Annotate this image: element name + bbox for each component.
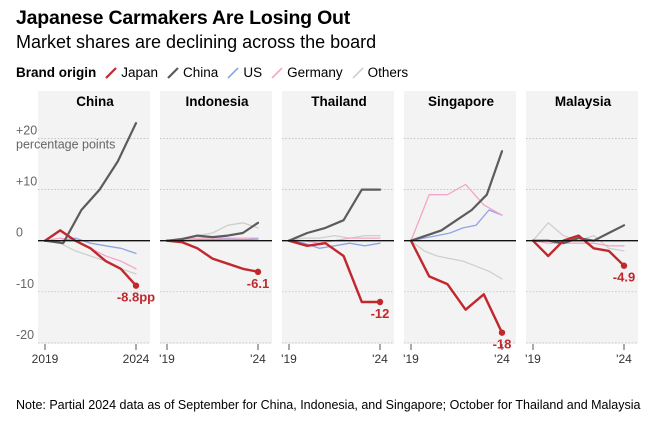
japan-end-label: -18 xyxy=(493,337,512,352)
x-tick-label: 2024 xyxy=(123,352,150,366)
legend-label-us: US xyxy=(243,65,263,80)
panel-thailand: Thailand '19 '24 -12 xyxy=(281,91,394,366)
series-line-others xyxy=(288,234,381,242)
legend-swatch-china xyxy=(167,66,179,79)
series-line-us xyxy=(410,209,503,242)
chart-title: Japanese Carmakers Are Losing Out xyxy=(16,7,351,29)
series-line-others xyxy=(410,240,503,280)
japan-end-point xyxy=(132,282,140,289)
x-tick-label: '24 xyxy=(616,352,632,366)
panel-indonesia: Indonesia '19 '24 -6.1 xyxy=(159,91,272,366)
legend-label-japan: Japan xyxy=(121,65,159,80)
y-tick-label: +10 xyxy=(16,175,37,189)
legend-label-china: China xyxy=(183,65,219,80)
japan-end-label: -12 xyxy=(371,306,390,321)
small-multiples-chart: China 2019 2024 -8.8pp Indonesia '19 '24 -6.1 Th… xyxy=(16,91,638,366)
japan-end-label: -4.9 xyxy=(613,270,635,285)
x-tick-label: '19 xyxy=(403,352,419,366)
x-tick-label: '19 xyxy=(525,352,541,366)
legend-item-germany: Germany xyxy=(270,65,343,80)
series-line-germany xyxy=(410,183,503,242)
panel-background xyxy=(526,91,638,344)
legend-swatch-us xyxy=(227,66,239,79)
panel-background xyxy=(160,91,272,344)
x-tick-label: '19 xyxy=(159,352,175,366)
legend: Brand origin Japan China US Germany Othe… xyxy=(16,65,416,80)
legend-item-others: Others xyxy=(351,65,409,80)
x-tick-label: '24 xyxy=(494,352,510,366)
legend-item-us: US xyxy=(226,65,262,80)
series-line-china xyxy=(43,121,138,245)
series-line-china xyxy=(165,221,260,242)
panel-malaysia: Malaysia '19 '24 -4.9 xyxy=(525,91,638,366)
x-tick-label: '24 xyxy=(372,352,388,366)
x-tick-label: '24 xyxy=(250,352,266,366)
japan-end-label: -6.1 xyxy=(247,276,269,291)
legend-swatch-others xyxy=(352,66,364,79)
japan-end-point xyxy=(254,268,262,276)
series-line-japan xyxy=(43,229,138,287)
y-tick-label: +20 xyxy=(16,123,37,137)
series-line-us xyxy=(288,240,381,249)
y-tick-label: -20 xyxy=(16,328,34,342)
series-line-germany xyxy=(532,240,625,247)
panel-china: China 2019 2024 -8.8pp xyxy=(32,91,155,366)
y-tick-label: -10 xyxy=(16,277,34,291)
legend-item-china: China xyxy=(166,65,218,80)
legend-heading: Brand origin xyxy=(16,65,97,80)
legend-swatch-germany xyxy=(271,66,283,79)
series-line-japan xyxy=(409,239,504,334)
japan-end-point xyxy=(498,329,506,336)
y-unit-label: percentage points xyxy=(16,137,115,151)
series-line-japan xyxy=(165,239,260,274)
series-line-japan xyxy=(287,239,382,304)
panel-title-malaysia: Malaysia xyxy=(555,94,612,109)
legend-swatch-japan xyxy=(105,66,118,79)
legend-item-japan: Japan xyxy=(104,65,158,80)
legend-label-others: Others xyxy=(367,65,409,80)
x-tick-label: '19 xyxy=(281,352,297,366)
japan-end-point xyxy=(376,298,384,306)
chart-subtitle: Market shares are declining across the b… xyxy=(16,32,377,52)
panel-title-indonesia: Indonesia xyxy=(185,94,249,109)
series-line-china xyxy=(409,150,504,242)
x-tick-label: 2019 xyxy=(32,352,59,366)
panel-title-thailand: Thailand xyxy=(311,94,367,109)
footnote: Note: Partial 2024 data as of September … xyxy=(16,398,641,412)
panel-title-china: China xyxy=(76,94,114,109)
japan-end-label: -8.8pp xyxy=(117,290,155,305)
series-line-japan xyxy=(531,234,626,267)
japan-end-point xyxy=(620,262,628,269)
y-tick-label: 0 xyxy=(16,226,23,240)
panel-title-singapore: Singapore xyxy=(428,94,495,109)
panel-singapore: Singapore '19 '24-18 xyxy=(403,91,516,366)
series-line-china xyxy=(287,188,382,242)
legend-label-germany: Germany xyxy=(287,65,343,80)
